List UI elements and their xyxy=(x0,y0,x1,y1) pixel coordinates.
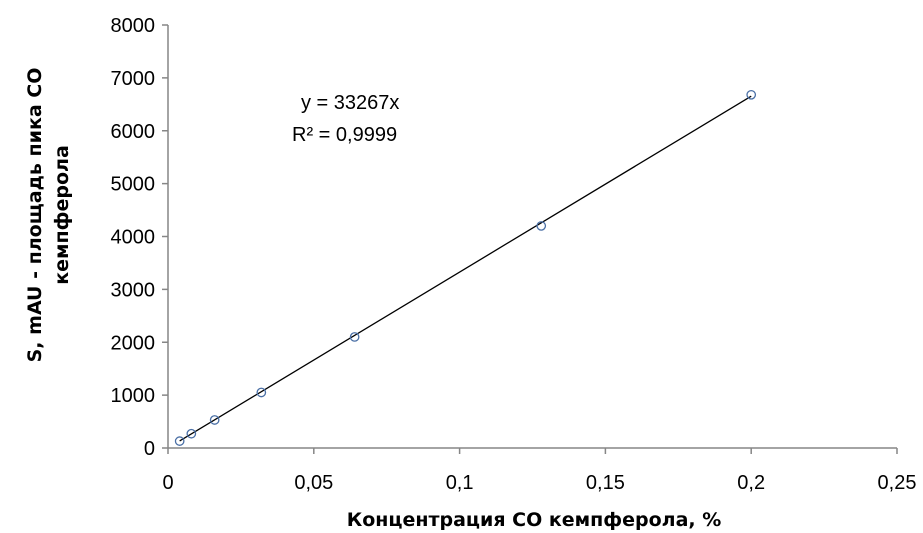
y-axis-title-line-1: S, mAU - площадь пика СО xyxy=(24,68,46,363)
y-tick-label: 6000 xyxy=(111,121,156,143)
data-point xyxy=(349,332,360,342)
data-point xyxy=(536,221,547,231)
data-point xyxy=(209,415,220,425)
y-tick-label: 5000 xyxy=(111,174,156,196)
axes xyxy=(167,25,897,449)
x-tick-label: 0,1 xyxy=(446,472,474,494)
x-axis-ticks: 0 0,05 0,1 0,15 0,2 0,25 xyxy=(162,448,916,494)
y-tick-label: 2000 xyxy=(111,332,156,354)
y-axis-title-line-2: кемпферола xyxy=(51,145,73,285)
y-tick-label: 1000 xyxy=(111,385,156,407)
data-points xyxy=(174,89,757,446)
data-point xyxy=(746,89,757,100)
y-tick-label: 8000 xyxy=(111,15,156,37)
x-axis-title: Концентрация СО кемпферола, % xyxy=(347,509,722,531)
x-tick-label: 0,15 xyxy=(586,472,625,494)
x-tick-label: 0 xyxy=(162,472,173,494)
data-point xyxy=(174,436,185,446)
y-tick-label: 3000 xyxy=(111,279,156,301)
y-tick-label: 7000 xyxy=(111,68,156,90)
x-tick-label: 0,2 xyxy=(737,472,765,494)
x-tick-label: 0,25 xyxy=(878,472,917,494)
x-tick-label: 0,05 xyxy=(294,472,333,494)
data-point xyxy=(186,428,197,439)
data-point xyxy=(256,387,267,398)
y-axis-ticks: 0 1000 2000 3000 4000 5000 6000 7000 8000 xyxy=(111,15,168,460)
y-tick-label: 0 xyxy=(144,438,155,460)
trendline-layer xyxy=(179,95,752,442)
y-axis-title: S, mAU - площадь пика СО кемпферола xyxy=(24,68,73,363)
trendline xyxy=(179,95,752,442)
r-squared-label: R² = 0,9999 xyxy=(292,124,397,146)
trendline-equation: y = 33267x xyxy=(301,92,399,114)
y-tick-label: 4000 xyxy=(111,227,156,249)
